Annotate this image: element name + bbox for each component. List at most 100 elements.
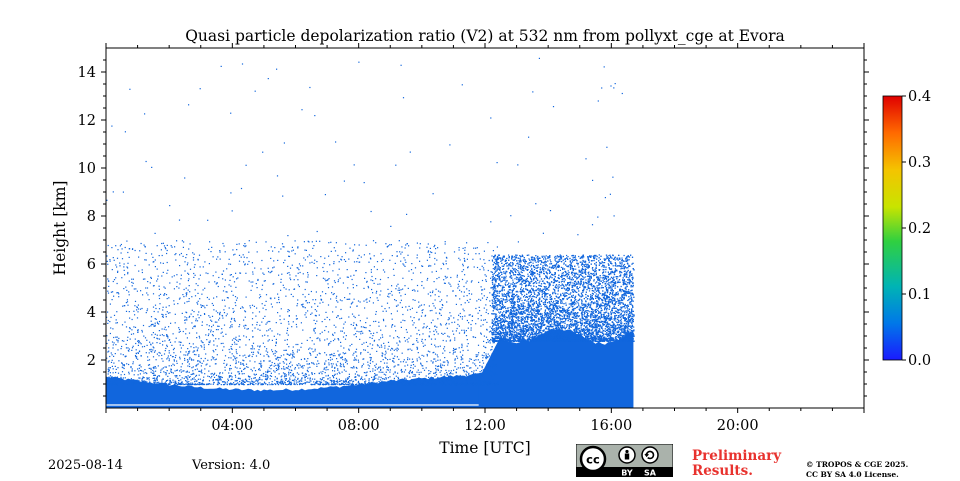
data-speckle [401,246,403,248]
data-speckle [444,282,446,284]
data-speckle [293,380,295,382]
data-speckle [291,250,293,252]
data-speckle [242,382,244,385]
data-speckle [378,325,380,327]
data-speckle [455,383,457,386]
data-speckle [257,351,259,353]
data-speckle [141,329,143,332]
data-speckle [245,272,247,274]
data-speckle [307,367,309,369]
data-speckle [352,381,354,383]
data-speckle [371,337,373,339]
data-speckle [292,249,294,251]
data-speckle [418,306,420,308]
data-speckle [352,383,354,385]
data-speckle [277,363,279,365]
data-speckle [480,332,482,334]
data-speckle [111,354,113,356]
data-speckle [297,267,299,269]
data-speckle [264,280,266,282]
data-speckle [152,349,154,351]
data-speckle [328,364,330,366]
data-speckle [246,380,248,382]
data-speckle [455,303,457,305]
data-speckle [393,357,395,360]
data-speckle [459,351,461,353]
data-speckle [477,354,479,356]
data-speckle [483,352,485,354]
data-speckle [452,382,454,384]
data-speckle [390,349,392,351]
data-speckle [344,381,346,383]
data-speckle [353,359,355,361]
data-speckle [374,369,376,371]
data-speckle [423,326,425,328]
data-speckle [483,384,485,386]
data-speckle [432,361,434,363]
data-speckle [287,265,289,267]
data-speckle [136,317,139,319]
data-speckle [300,379,302,381]
data-speckle [429,383,431,385]
data-speckle [448,318,450,320]
data-speckle [288,380,290,383]
data-speckle [236,367,238,369]
data-speckle [382,384,384,386]
data-speckle [443,348,445,350]
data-speckle [253,305,255,307]
data-speckle [427,243,429,245]
data-speckle [202,289,204,291]
data-speckle [150,277,152,279]
data-speckle [193,276,195,278]
data-speckle [356,367,358,369]
data-speckle [232,249,234,251]
data-speckle [341,317,343,319]
data-speckle [487,383,490,385]
data-speckle [139,308,142,310]
data-speckle [344,321,346,323]
data-speckle [297,365,299,367]
data-speckle [355,323,357,326]
data-speckle [462,361,464,363]
data-speckle [487,269,489,272]
data-speckle [285,379,287,381]
data-speckle [188,316,190,318]
data-speckle [124,321,126,323]
data-speckle [131,349,133,351]
data-speckle [251,351,253,353]
data-speckle [267,335,269,337]
data-speckle [345,359,348,361]
data-speckle [266,371,268,374]
data-speckle [299,382,301,384]
data-speckle [112,372,114,374]
data-speckle [254,267,256,269]
data-speckle [535,203,537,205]
data-speckle [243,384,245,386]
data-speckle [270,368,272,370]
data-speckle [161,354,163,356]
data-speckle [197,378,199,380]
data-speckle [486,329,488,331]
data-speckle [408,382,410,384]
data-speckle [415,382,417,385]
data-speckle [371,376,373,378]
data-speckle [321,373,323,375]
data-speckle [339,353,341,355]
data-speckle [119,245,121,247]
data-speckle [168,326,170,328]
data-speckle [355,333,357,335]
data-speckle [369,297,371,299]
data-speckle [389,383,391,385]
data-speckle [381,334,383,336]
data-speckle [137,344,139,346]
data-speckle [363,287,365,289]
data-speckle [475,365,477,367]
data-speckle [292,321,294,323]
data-speckle [404,247,406,249]
data-speckle [358,331,360,333]
data-speckle [292,356,294,358]
data-speckle [489,381,491,384]
data-speckle [482,324,484,326]
data-speckle [274,247,276,249]
data-speckle [159,352,161,354]
